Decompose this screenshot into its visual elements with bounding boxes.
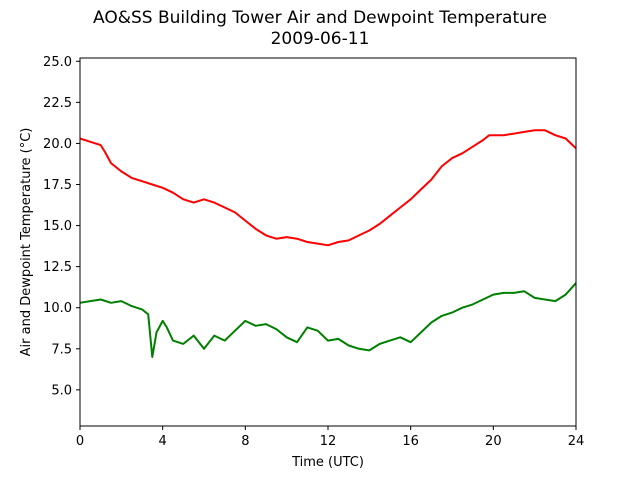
y-tick-label: 25.0 [43, 55, 72, 70]
chart-subtitle: 2009-06-11 [270, 29, 370, 49]
x-axis-label: Time (UTC) [291, 455, 364, 470]
y-tick-label: 12.5 [43, 260, 72, 275]
x-tick-label: 0 [76, 434, 84, 449]
x-tick-label: 4 [159, 434, 167, 449]
series-line-0 [79, 129, 577, 247]
y-tick-label: 22.5 [43, 96, 72, 111]
x-tick-label: 8 [241, 434, 249, 449]
x-tick-label: 12 [320, 434, 337, 449]
y-tick-label: 17.5 [43, 178, 72, 193]
chart-title: AO&SS Building Tower Air and Dewpoint Te… [92, 8, 547, 28]
series-line-1 [79, 282, 577, 358]
y-tick-label: 10.0 [43, 301, 72, 316]
y-tick-label: 15.0 [43, 219, 72, 234]
y-tick-label: 7.5 [51, 342, 72, 357]
x-tick-label: 16 [402, 434, 419, 449]
y-tick-label: 20.0 [43, 137, 72, 152]
x-tick-label: 20 [485, 434, 502, 449]
y-axis-label: Air and Dewpoint Temperature (°C) [19, 128, 34, 357]
y-tick-label: 5.0 [51, 383, 72, 398]
plot-frame [79, 57, 577, 427]
x-tick-label: 24 [568, 434, 585, 449]
